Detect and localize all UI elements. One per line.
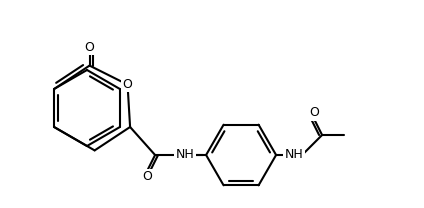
- Text: O: O: [123, 78, 132, 91]
- Text: O: O: [309, 106, 319, 120]
- Text: NH: NH: [176, 149, 195, 161]
- Text: O: O: [85, 41, 95, 54]
- Text: NH: NH: [285, 149, 304, 161]
- Text: O: O: [142, 171, 152, 183]
